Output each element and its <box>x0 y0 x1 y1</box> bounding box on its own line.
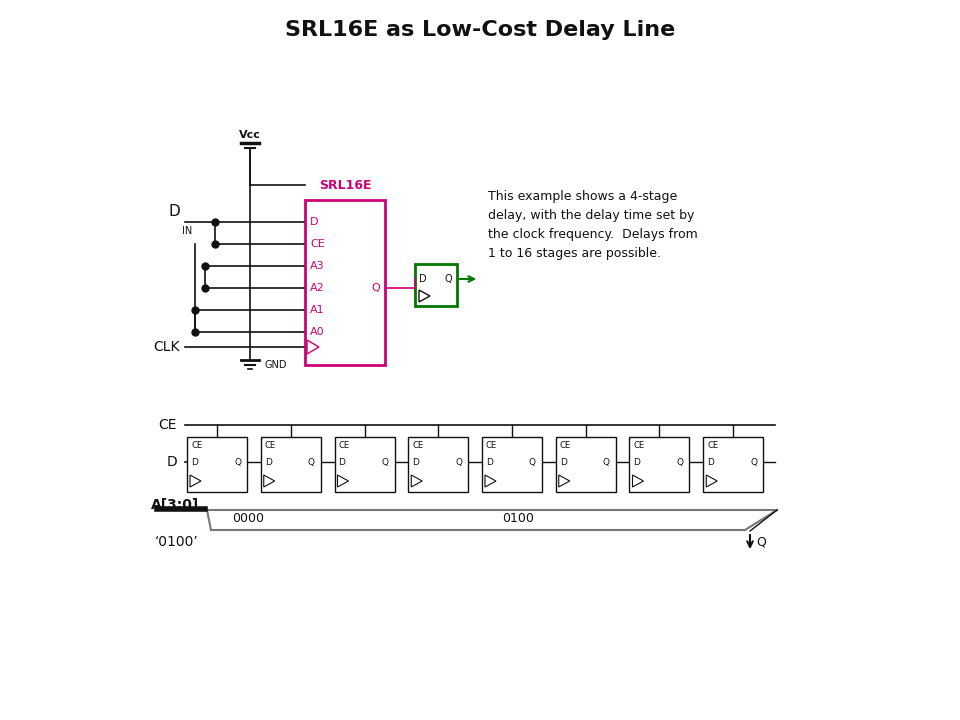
Text: Vcc: Vcc <box>239 130 261 140</box>
Text: This example shows a 4-stage
delay, with the delay time set by
the clock frequen: This example shows a 4-stage delay, with… <box>488 190 698 260</box>
Text: CE: CE <box>634 441 644 450</box>
Bar <box>261 437 321 492</box>
Text: D: D <box>708 457 714 467</box>
Text: D: D <box>419 274 426 284</box>
Bar <box>334 437 395 492</box>
Text: CE: CE <box>191 441 203 450</box>
Text: A[3:0]: A[3:0] <box>151 498 199 512</box>
Text: GND: GND <box>264 360 286 370</box>
Text: D: D <box>634 457 640 467</box>
Bar <box>556 437 615 492</box>
Text: D: D <box>191 457 198 467</box>
Text: D: D <box>560 457 566 467</box>
Text: 0000: 0000 <box>232 512 264 525</box>
Text: CE: CE <box>310 239 324 249</box>
Text: D: D <box>486 457 492 467</box>
Bar <box>187 437 247 492</box>
Bar <box>482 437 542 492</box>
Text: CLK: CLK <box>154 340 180 354</box>
Text: SRL16E: SRL16E <box>319 179 372 192</box>
Bar <box>704 437 763 492</box>
Text: Q: Q <box>529 457 536 467</box>
Text: SRL16E as Low-Cost Delay Line: SRL16E as Low-Cost Delay Line <box>285 20 675 40</box>
Text: D: D <box>339 457 346 467</box>
Text: D: D <box>265 457 272 467</box>
Text: Q: Q <box>308 457 315 467</box>
Text: A1: A1 <box>310 305 324 315</box>
Text: Q: Q <box>372 283 380 293</box>
Text: Q: Q <box>677 457 684 467</box>
Text: Q: Q <box>756 536 766 549</box>
Text: A0: A0 <box>310 327 324 337</box>
Text: A3: A3 <box>310 261 324 271</box>
Text: Q: Q <box>444 274 452 284</box>
Text: ‘0100’: ‘0100’ <box>156 535 199 549</box>
Text: CE: CE <box>158 418 177 432</box>
Bar <box>630 437 689 492</box>
Text: CE: CE <box>339 441 349 450</box>
Bar <box>415 264 457 306</box>
Text: CE: CE <box>486 441 497 450</box>
Text: D: D <box>168 204 180 219</box>
Text: Q: Q <box>751 457 757 467</box>
Bar <box>305 200 385 365</box>
Text: CE: CE <box>412 441 423 450</box>
Text: A2: A2 <box>310 283 324 293</box>
Bar <box>408 437 468 492</box>
Text: Q: Q <box>234 457 241 467</box>
Text: D: D <box>166 455 177 469</box>
Text: CE: CE <box>560 441 571 450</box>
Text: 0100: 0100 <box>502 512 534 525</box>
Text: D: D <box>310 217 319 227</box>
Text: IN: IN <box>182 226 192 236</box>
Text: Q: Q <box>381 457 389 467</box>
Text: CE: CE <box>265 441 276 450</box>
Text: CE: CE <box>708 441 718 450</box>
Text: D: D <box>412 457 420 467</box>
Text: Q: Q <box>455 457 463 467</box>
Text: Q: Q <box>603 457 610 467</box>
